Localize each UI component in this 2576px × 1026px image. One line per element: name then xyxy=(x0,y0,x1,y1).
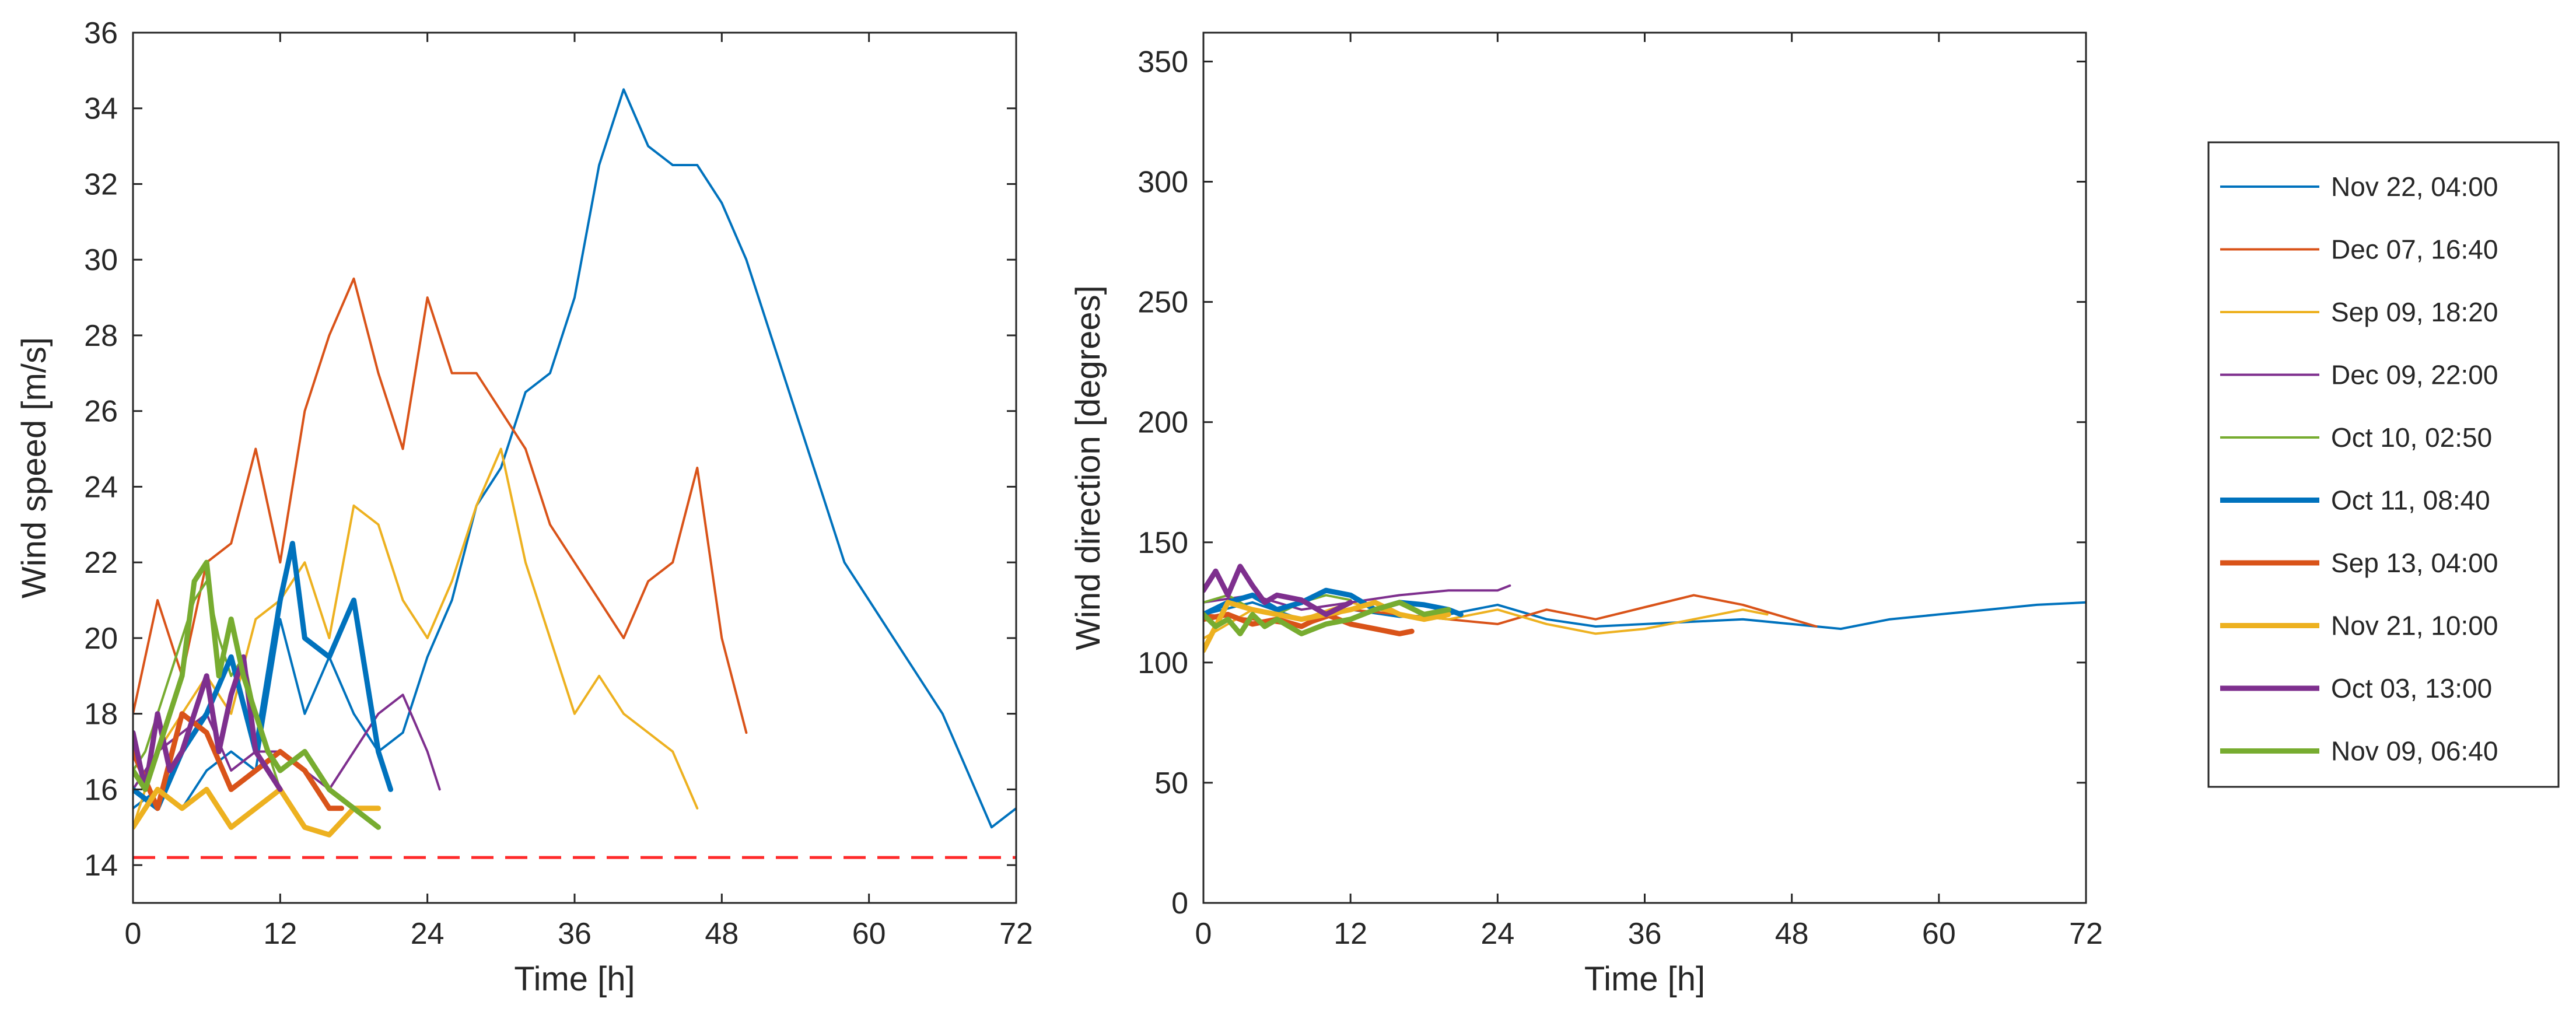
x-tick-label: 48 xyxy=(705,917,738,951)
axes-box xyxy=(1202,31,2087,904)
series-line-1 xyxy=(133,88,1016,829)
legend-item-label: Oct 11, 08:40 xyxy=(2331,485,2490,516)
y-tick-label: 32 xyxy=(84,167,118,201)
series-group xyxy=(1203,563,2086,653)
x-tick-label: 0 xyxy=(125,917,142,951)
series-group xyxy=(133,88,1016,838)
y-tick-label: 50 xyxy=(1154,766,1188,800)
y-tick-label: 28 xyxy=(84,319,118,353)
series-line-9 xyxy=(1203,563,1353,617)
x-tick-label: 24 xyxy=(1480,917,1514,951)
legend-item-label: Dec 07, 16:40 xyxy=(2331,234,2498,265)
series-line-7 xyxy=(1203,611,1415,636)
x-tick-label: 72 xyxy=(2069,917,2103,951)
legend: Nov 22, 04:00 Dec 07, 16:40 Sep 09, 18:20 D… xyxy=(2207,141,2560,788)
legend-item-label: Oct 10, 02:50 xyxy=(2331,422,2492,453)
y-tick-label: 20 xyxy=(84,622,118,656)
y-tick-label: 22 xyxy=(84,546,118,580)
legend-item-label: Nov 22, 04:00 xyxy=(2331,171,2498,202)
x-tick-label: 12 xyxy=(1334,917,1367,951)
x-tick-label: 60 xyxy=(1922,917,1956,951)
series-line-10 xyxy=(133,559,382,830)
y-tick-label: 16 xyxy=(84,773,118,807)
legend-item-label: Sep 13, 04:00 xyxy=(2331,548,2498,578)
y-tick-label: 100 xyxy=(1138,646,1188,680)
y-tick-label: 150 xyxy=(1138,526,1188,560)
legend-item-label: Nov 21, 10:00 xyxy=(2331,611,2498,641)
x-tick-label: 36 xyxy=(558,917,592,951)
series-line-8 xyxy=(1203,600,1451,653)
legend-item-label: Nov 09, 06:40 xyxy=(2331,736,2498,766)
y-tick-label: 24 xyxy=(84,470,118,504)
y-tick-label: 26 xyxy=(84,395,118,429)
y-axis-label: Wind direction [degrees] xyxy=(1069,285,1107,650)
y-tick-label: 250 xyxy=(1138,286,1188,320)
y-tick-label: 350 xyxy=(1138,45,1188,79)
x-tick-label: 36 xyxy=(1628,917,1662,951)
y-tick-label: 34 xyxy=(84,92,118,126)
series-line-4 xyxy=(133,694,441,791)
y-tick-label: 0 xyxy=(1171,887,1188,920)
x-tick-label: 72 xyxy=(999,917,1033,951)
y-tick-label: 36 xyxy=(84,16,118,50)
y-tick-label: 30 xyxy=(84,243,118,277)
y-tick-label: 300 xyxy=(1138,166,1188,199)
series-line-6 xyxy=(1203,587,1464,617)
x-tick-label: 48 xyxy=(1775,917,1809,951)
series-line-10 xyxy=(1203,600,1451,636)
wind-direction-panel: 0 12 24 36 48 60 72 0 50 100 150 200 250 300 350 Time [… xyxy=(1069,31,2103,998)
legend-item-label: Sep 09, 18:20 xyxy=(2331,297,2498,327)
series-line-9 xyxy=(133,654,283,792)
y-tick-label: 18 xyxy=(84,698,118,731)
axes-box xyxy=(132,31,1017,904)
x-tick-label: 60 xyxy=(852,917,886,951)
x-axis-label: Time [h] xyxy=(1584,960,1705,998)
x-tick-label: 24 xyxy=(411,917,444,951)
x-axis-label: Time [h] xyxy=(514,960,635,998)
wind-speed-panel: 0 12 24 36 48 60 72 14 16 18 20 22 24 26 28 30 32 34 36 Tim… xyxy=(15,16,1033,998)
series-line-8 xyxy=(133,786,382,838)
y-axis-label: Wind speed [m/s] xyxy=(15,337,53,598)
x-tick-label: 0 xyxy=(1195,917,1212,951)
series-line-3 xyxy=(133,447,699,829)
legend-item-label: Dec 09, 22:00 xyxy=(2331,360,2498,390)
y-tick-label: 14 xyxy=(84,849,118,883)
y-tick-label: 200 xyxy=(1138,406,1188,440)
series-line-2 xyxy=(133,277,748,734)
x-tick-label: 12 xyxy=(263,917,297,951)
legend-item-label: Oct 03, 13:00 xyxy=(2331,673,2492,703)
